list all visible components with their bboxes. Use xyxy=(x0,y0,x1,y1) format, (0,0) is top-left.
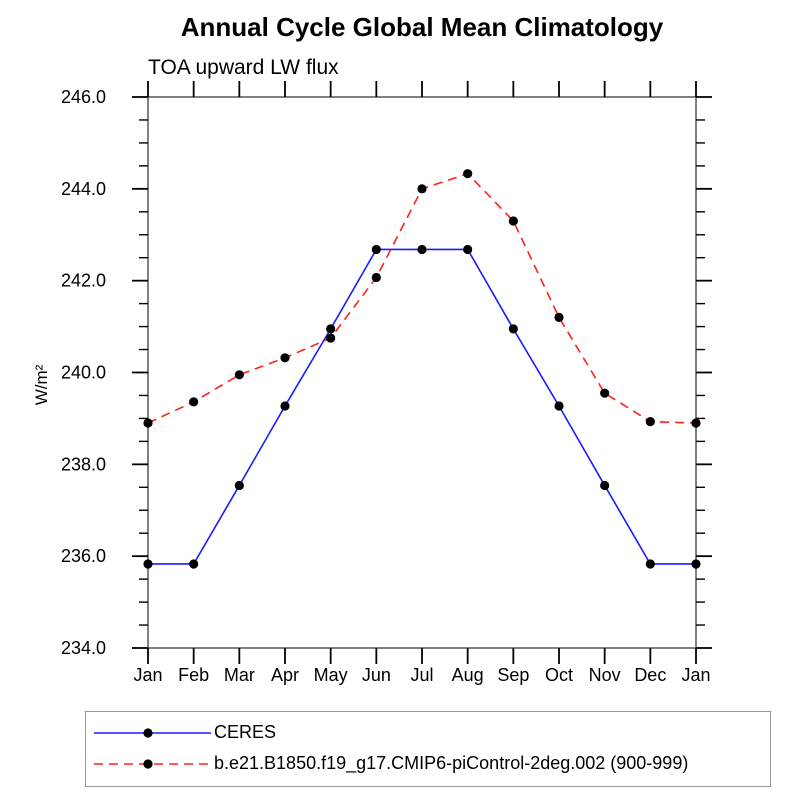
y-tick-label: 244.0 xyxy=(61,179,106,199)
series-line xyxy=(147,172,697,424)
data-point-marker xyxy=(326,333,336,343)
series-ceres xyxy=(143,244,701,569)
model-line-swatch-icon xyxy=(94,758,211,769)
ceres-line-swatch-icon xyxy=(94,727,211,738)
y-tick-label: 246.0 xyxy=(61,87,106,107)
legend-item-ceres: CERES xyxy=(86,717,770,748)
axis-tick-labels: Jan Feb Mar Apr May Jun Jul Aug Sep Oct Nov Dec Jan 2… xyxy=(61,87,711,685)
data-point-marker xyxy=(371,244,381,255)
data-point-marker xyxy=(143,418,153,428)
data-point-marker xyxy=(234,370,244,380)
legend-label-ceres: CERES xyxy=(214,722,277,742)
x-tick-label: Jul xyxy=(410,665,433,685)
x-tick-label: Sep xyxy=(497,665,529,685)
axis-ticks xyxy=(132,81,712,664)
data-point-marker xyxy=(600,480,610,491)
data-point-marker xyxy=(554,312,564,322)
legend-item-model: b.e21.B1850.f19_g17.CMIP6-piControl-2deg… xyxy=(86,748,770,779)
data-point-marker xyxy=(645,417,655,427)
x-tick-label: Mar xyxy=(224,665,255,685)
data-point-marker xyxy=(645,559,655,569)
x-tick-label: Jan xyxy=(133,665,162,685)
data-point-marker xyxy=(371,272,381,283)
data-point-marker xyxy=(234,480,244,491)
x-tick-label: Feb xyxy=(178,665,209,685)
data-point-marker xyxy=(691,559,701,569)
x-tick-label: Dec xyxy=(634,665,666,685)
data-point-marker xyxy=(463,244,473,255)
data-point-marker xyxy=(189,559,199,569)
data-point-marker xyxy=(463,169,473,179)
data-point-marker xyxy=(417,244,427,255)
y-tick-label: 234.0 xyxy=(61,638,106,658)
legend: CERES b.e21.B1850.f19_g17.CMIP6-piContro… xyxy=(85,711,771,787)
x-tick-label: Apr xyxy=(271,665,299,685)
data-point-marker xyxy=(280,401,290,411)
plot-frame xyxy=(147,96,697,649)
data-point-marker xyxy=(691,418,701,428)
data-point-marker xyxy=(600,388,610,398)
data-point-marker xyxy=(508,324,518,334)
chart-subtitle: TOA upward LW flux xyxy=(148,56,339,79)
x-tick-label: Nov xyxy=(589,665,621,685)
x-tick-label: Aug xyxy=(452,665,484,685)
legend-marker-sample xyxy=(143,758,153,769)
series-model xyxy=(143,169,701,428)
data-point-marker xyxy=(554,401,564,411)
y-tick-label: 238.0 xyxy=(61,454,106,474)
y-tick-label: 240.0 xyxy=(61,363,106,383)
x-tick-label: May xyxy=(314,665,348,685)
data-point-marker xyxy=(417,184,427,194)
data-point-marker xyxy=(326,324,336,334)
y-tick-label: 236.0 xyxy=(61,546,106,566)
x-tick-label: Oct xyxy=(545,665,573,685)
y-tick-label: 242.0 xyxy=(61,271,106,291)
data-point-marker xyxy=(143,559,153,569)
series-line xyxy=(148,248,696,565)
data-point-marker xyxy=(280,353,290,363)
chart-title: Annual Cycle Global Mean Climatology xyxy=(180,12,664,42)
data-point-marker xyxy=(508,216,518,226)
legend-marker-sample xyxy=(143,727,153,738)
x-tick-label: Jan xyxy=(681,665,710,685)
legend-label-model: b.e21.B1850.f19_g17.CMIP6-piControl-2deg… xyxy=(214,753,689,773)
data-point-marker xyxy=(189,397,199,407)
x-tick-label: Jun xyxy=(362,665,391,685)
